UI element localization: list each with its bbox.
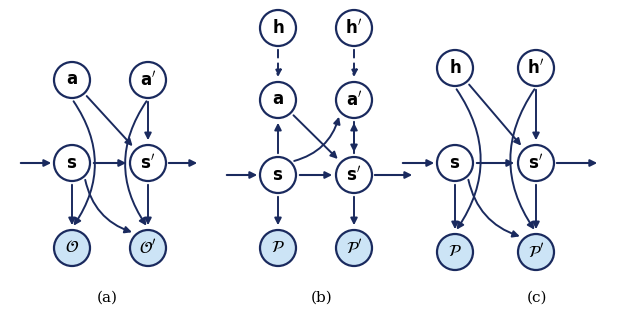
Circle shape <box>336 157 372 193</box>
Text: $\mathbf{a}$: $\mathbf{a}$ <box>272 92 284 108</box>
Circle shape <box>518 50 554 86</box>
Text: (a): (a) <box>97 291 118 305</box>
Text: $\mathcal{P}$: $\mathcal{P}$ <box>448 244 462 260</box>
Text: $\mathbf{a}$: $\mathbf{a}$ <box>66 71 78 88</box>
Circle shape <box>54 145 90 181</box>
Circle shape <box>437 50 473 86</box>
Circle shape <box>260 157 296 193</box>
Circle shape <box>336 82 372 118</box>
Circle shape <box>260 230 296 266</box>
Text: $\mathbf{s}$: $\mathbf{s}$ <box>449 155 461 172</box>
Circle shape <box>336 10 372 46</box>
Circle shape <box>260 10 296 46</box>
Text: $\mathbf{s'}$: $\mathbf{s'}$ <box>346 166 362 185</box>
Text: $\mathcal{O}$: $\mathcal{O}$ <box>65 240 79 257</box>
Circle shape <box>54 230 90 266</box>
Circle shape <box>518 145 554 181</box>
Circle shape <box>518 234 554 270</box>
Text: (c): (c) <box>527 291 547 305</box>
Text: $\mathbf{a'}$: $\mathbf{a'}$ <box>346 90 362 110</box>
Text: $\mathbf{s'}$: $\mathbf{s'}$ <box>529 154 543 173</box>
Circle shape <box>130 145 166 181</box>
Text: $\mathbf{h'}$: $\mathbf{h'}$ <box>527 58 545 77</box>
Text: $\mathcal{P}'$: $\mathcal{P}'$ <box>346 239 362 258</box>
Text: $\mathbf{s}$: $\mathbf{s}$ <box>67 155 77 172</box>
Circle shape <box>336 230 372 266</box>
Circle shape <box>130 230 166 266</box>
Text: $\mathcal{P}$: $\mathcal{P}$ <box>271 240 285 257</box>
Text: $\mathbf{s'}$: $\mathbf{s'}$ <box>140 154 156 173</box>
Text: $\mathbf{a'}$: $\mathbf{a'}$ <box>140 70 156 89</box>
Circle shape <box>130 62 166 98</box>
Text: $\mathbf{s}$: $\mathbf{s}$ <box>273 167 284 184</box>
Text: (b): (b) <box>311 291 333 305</box>
Circle shape <box>54 62 90 98</box>
Text: $\mathbf{h'}$: $\mathbf{h'}$ <box>346 19 362 38</box>
Text: $\mathcal{O}'$: $\mathcal{O}'$ <box>140 239 157 258</box>
Circle shape <box>260 82 296 118</box>
Text: $\mathcal{P}'$: $\mathcal{P}'$ <box>528 242 544 262</box>
Text: $\mathbf{h}$: $\mathbf{h}$ <box>272 19 284 37</box>
Text: $\mathbf{h}$: $\mathbf{h}$ <box>449 59 461 77</box>
Circle shape <box>437 145 473 181</box>
Circle shape <box>437 234 473 270</box>
